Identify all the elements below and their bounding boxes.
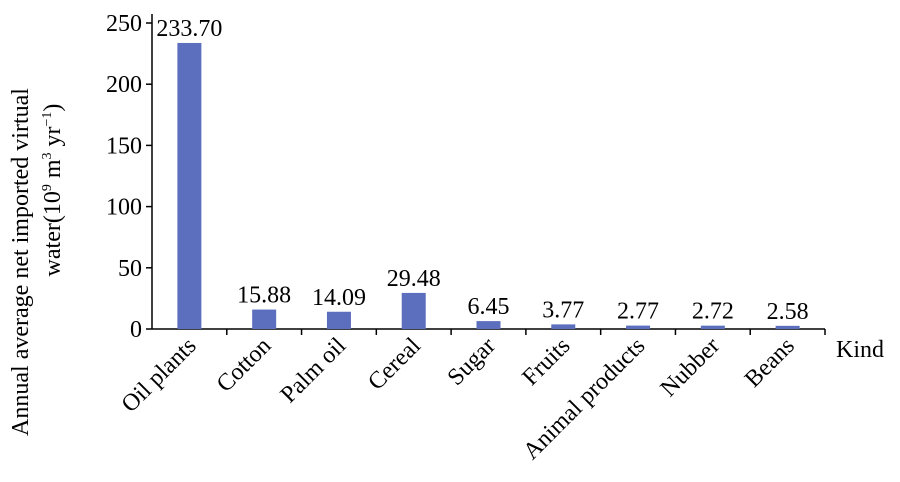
bar (326, 311, 351, 329)
bar-value-label: 29.48 (387, 266, 441, 292)
bar-value-label: 233.70 (156, 16, 222, 42)
bar-value-label: 3.77 (542, 297, 584, 323)
bar-value-label: 2.72 (692, 299, 734, 325)
value-labels: 233.70 15.88 14.09 29.48 6.45 3.77 2.77 2.72 2.5… (156, 16, 808, 325)
bar-value-label: 15.88 (237, 283, 291, 309)
y-axis-title-line2: water(109 m3 yr−1) (40, 104, 66, 277)
x-tick-label: Beans (740, 333, 800, 393)
bar (775, 325, 800, 329)
x-ticks: Oil plants Cotton Palm oil Cereal Sugar Fruit… (117, 329, 826, 465)
bar (401, 292, 426, 329)
y-tick-label: 250 (106, 11, 142, 37)
bar (626, 325, 651, 329)
bar (252, 309, 277, 329)
bar-value-label: 2.77 (617, 299, 659, 325)
bar-value-label: 14.09 (312, 285, 366, 311)
x-tick-label: Nubber (656, 333, 725, 402)
bar (700, 325, 725, 329)
x-tick-label: Sugar (443, 333, 501, 391)
x-tick-label: Oil plants (117, 333, 202, 418)
x-tick-label: Fruits (518, 333, 576, 391)
y-tick-label: 150 (106, 133, 142, 159)
y-ticks: 0 50 100 150 200 250 (106, 11, 152, 343)
y-tick-label: 0 (130, 317, 142, 343)
y-axis-title-line1: Annual average net imported virtual (8, 88, 34, 436)
x-tick-label: Cereal (363, 333, 426, 396)
y-tick-label: 100 (106, 195, 142, 221)
bar (177, 42, 202, 329)
bar (551, 324, 576, 329)
x-tick-label: Palm oil (276, 333, 352, 409)
y-axis-title: Annual average net imported virtual wate… (8, 88, 66, 436)
bar-value-label: 6.45 (468, 294, 510, 320)
x-axis-title: Kind (836, 337, 884, 363)
bar-value-label: 2.58 (767, 299, 809, 325)
bar (476, 321, 501, 329)
y-tick-label: 50 (118, 256, 142, 282)
bars (177, 42, 800, 329)
x-tick-label: Cotton (212, 333, 277, 398)
y-tick-label: 200 (106, 72, 142, 98)
